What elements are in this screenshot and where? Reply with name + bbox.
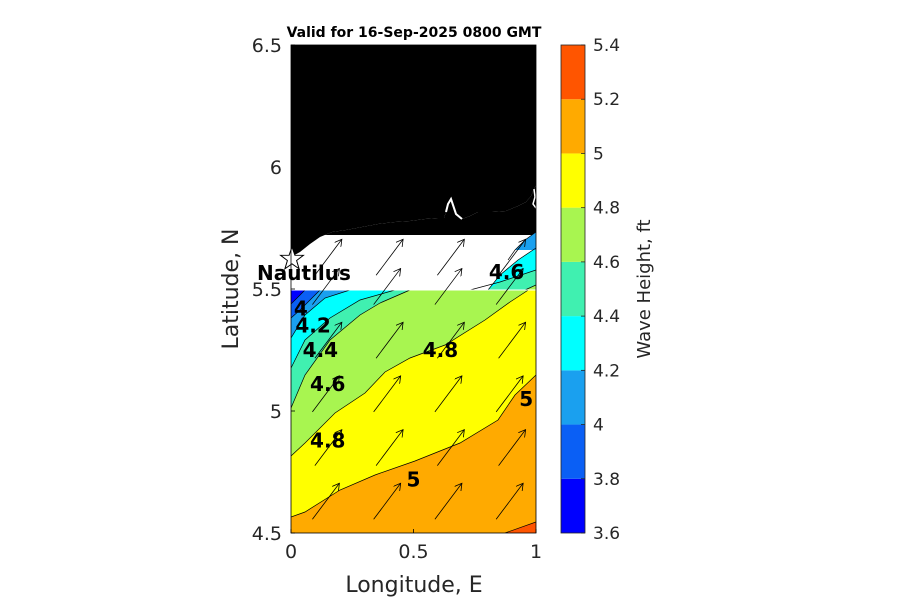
colorbar-swatch [561,316,585,371]
y-tick-label: 6.5 [252,35,282,57]
wave-arrow [437,239,464,276]
y-tick-label: 5.5 [252,279,282,301]
contour-label: 4.6 [310,372,345,396]
colorbar-tick-label: 5.2 [593,90,620,110]
y-axis-ticks: 4.5 5 5.5 6 6.5 [252,35,295,545]
contour-label: 4.6 [489,260,524,284]
wave-arrow [495,376,523,413]
contour-labels: 44.24.4 4.6 4.8 4.8 4.6 5 5 [294,260,533,491]
wave-arrow [375,322,403,359]
plot-axes: 0 0.5 1 4.555.566.5 Longitude, E Latitude,… [219,35,542,598]
colorbar-tick-label: 4 [593,416,604,436]
colorbar-swatch [561,370,585,425]
colorbar: 3.6 3.8 4 4.2 4.4 4.6 4.8 5 5.2 5.4 Wave Height, … [560,36,655,544]
wave-arrow [375,430,403,466]
colorbar-swatch [561,261,585,317]
wave-arrow [373,269,401,305]
y-axis-label: Latitude, N [219,229,244,350]
colorbar-swatch [561,478,585,533]
x-axis-label: Longitude, E [345,573,482,598]
wave-arrow [312,483,339,520]
chart-title: Valid for 16-Sep-2025 0800 GMT [287,25,542,41]
colorbar-tick-label: 4.8 [593,199,620,219]
contour-label: 4.8 [310,428,345,452]
colorbar-tick-label: 3.8 [593,470,620,490]
wave-arrow [495,483,523,520]
wave-arrow [498,322,526,359]
coastline-lake-outline [532,188,536,209]
contour-line-4.8 [291,284,536,457]
coastline-spit-outline [445,196,463,220]
contour-label: 4.2 [295,314,330,338]
colorbar-tick-label: 4.2 [593,361,620,381]
wave-arrow [312,269,339,305]
wave-arrow [434,269,462,305]
wave-arrow [314,239,342,276]
colorbar-tick-label: 4.4 [593,307,620,327]
wave-arrow [437,430,464,466]
colorbar-swatch [561,424,585,479]
nearshore-contour-lines [469,231,536,291]
x-tick-label: 0.5 [398,541,428,563]
contour-line-3.8 [291,289,306,305]
colorbar-tick-label: 5 [593,144,604,164]
wave-arrow [434,376,462,413]
wave-arrow [375,239,403,276]
wave-arrow [314,430,342,466]
contour-label: 5 [407,467,421,491]
contour-line-5.2 [504,521,536,533]
colorbar-border [560,44,586,534]
colorbar-tick-label: 3.6 [593,524,620,544]
contour-label: 4 [294,297,308,321]
y-tick-label: 5 [270,401,282,423]
x-axis-ticks: 0 0.5 1 [285,529,542,563]
map-plot-area: 44.24.4 4.6 4.8 4.8 4.6 5 5 [291,45,536,533]
colorbar-swatch [561,207,585,262]
contour-label: 4.4 [303,338,338,362]
colorbar-swatch [561,153,585,208]
coastline-edge [291,185,536,257]
colorbar-tick-label: 4.6 [593,253,620,273]
band-4.2-4.4 [291,248,536,368]
wave-arrow [373,483,401,520]
wave-arrow [498,430,526,466]
colorbar-label: Wave Height, ft [634,219,655,358]
wave-arrow [373,376,401,413]
contour-line-5.0 [291,374,536,518]
colorbar-tick-label: 5.4 [593,36,620,56]
x-tick-label: 1 [530,541,542,563]
colorbar-ticks: 3.6 3.8 4 4.2 4.4 4.6 4.8 5 5.2 5.4 [581,36,620,544]
contour-label: 5 [519,387,533,411]
colorbar-swatch [561,45,585,100]
wave-arrow [314,322,342,359]
wave-arrow [437,322,464,359]
wave-arrow [495,269,523,305]
y-tick-label: 6 [270,157,282,179]
station-star-icon [279,245,305,271]
wave-arrow [498,239,526,276]
nearshore-band-4.4-4.6 [488,270,536,290]
wave-arrow [434,483,462,520]
contour-label: 4.8 [423,338,458,362]
colorbar-swatch [561,99,585,154]
band-4.6-4.8 [291,285,536,456]
wave-direction-vectors [312,239,526,520]
station-label: Nautilus [257,261,351,285]
contour-line-4.0 [291,289,321,319]
x-tick-label: 0 [285,541,297,563]
station-marker: Nautilus [257,245,351,285]
y-tick-label: 4.5 [252,523,282,545]
wave-arrow [312,376,339,413]
colorbar-swatches [561,45,585,533]
